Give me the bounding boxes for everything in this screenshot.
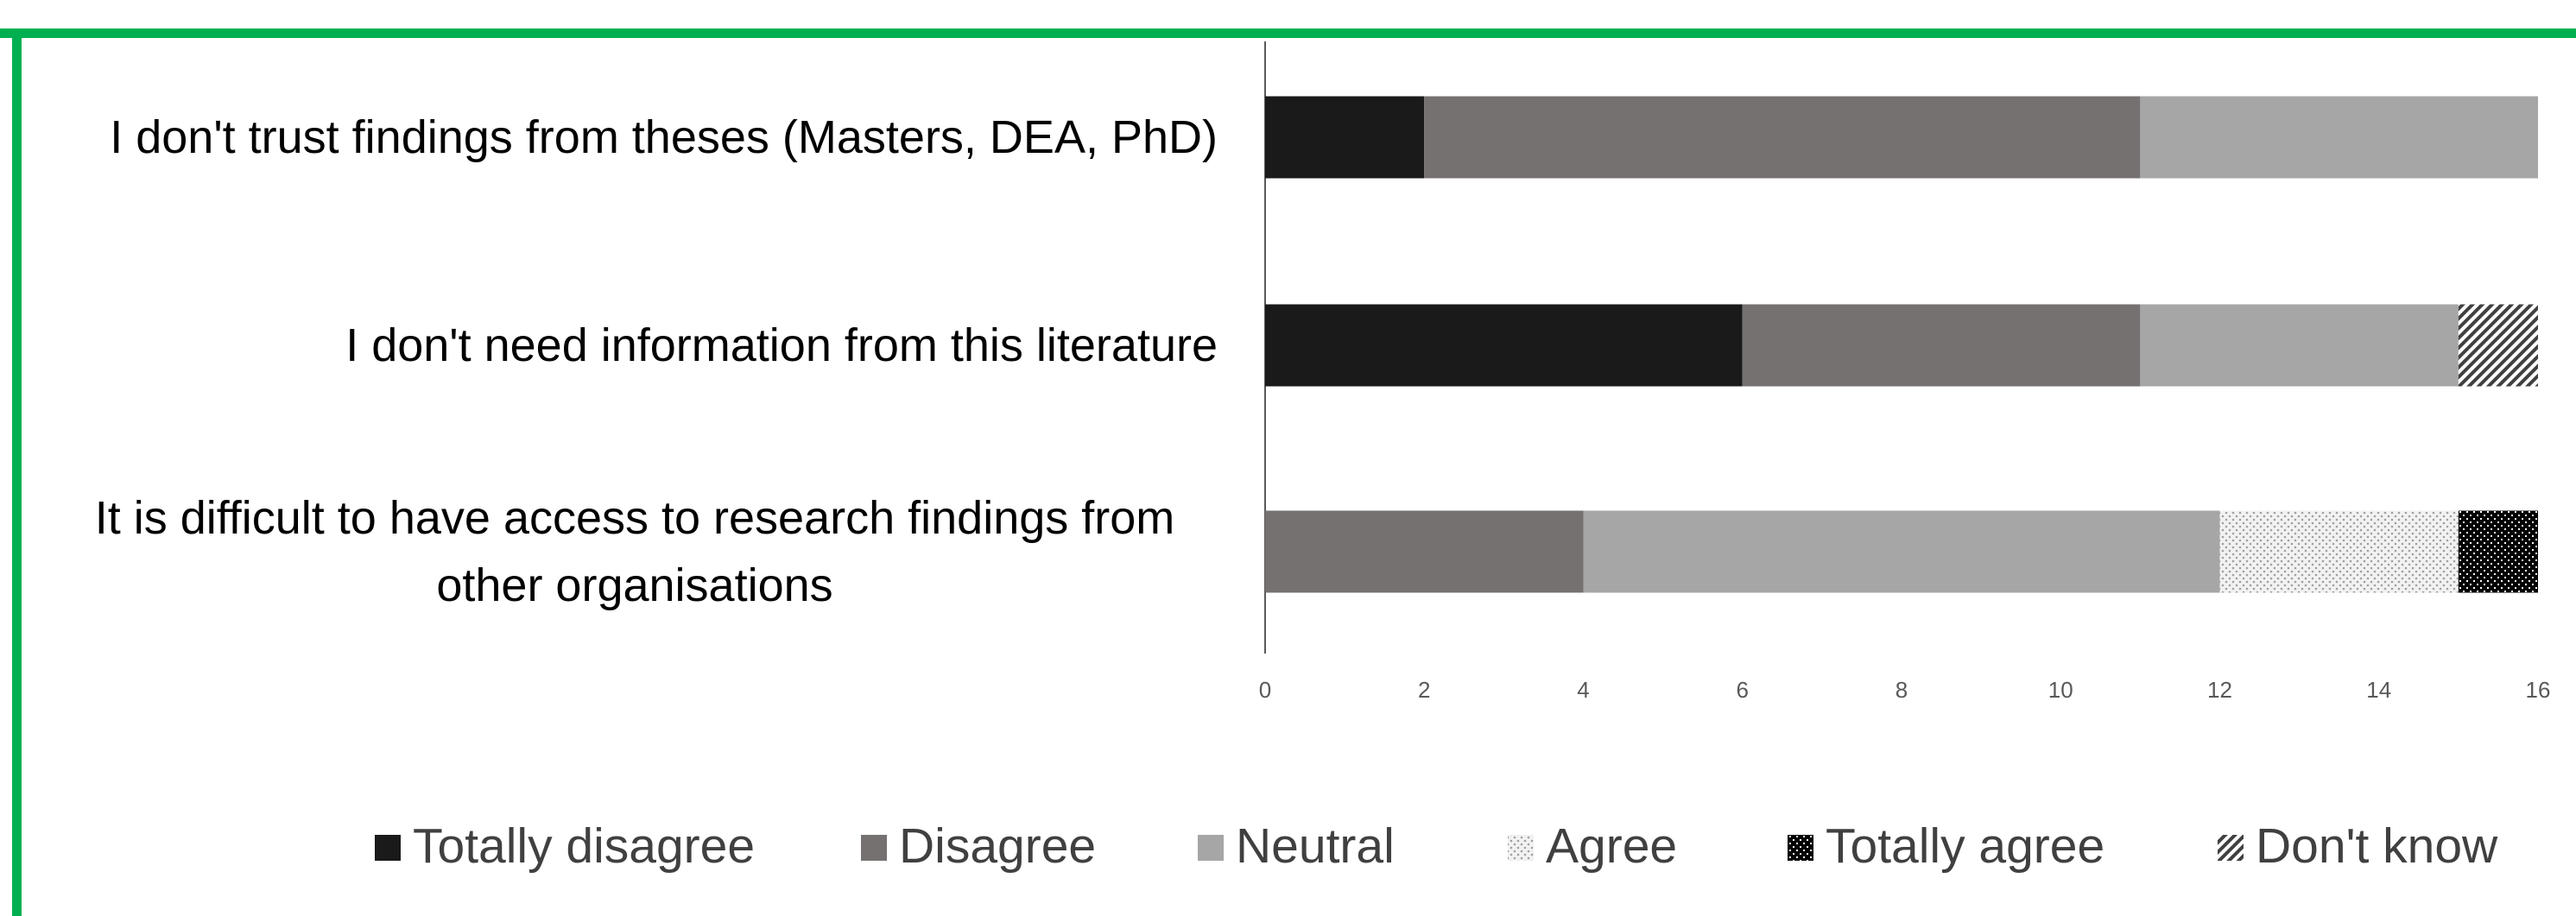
x-tick-label: 8 [1896,677,1908,703]
x-tick-label: 2 [1418,677,1430,703]
x-tick-label: 6 [1737,677,1749,703]
category-text: I don't trust findings from theses (Mast… [110,111,1218,163]
bar-segment [1265,510,1584,593]
category-text: I don't need information from this liter… [345,319,1218,371]
legend-label: Neutral [1236,818,1395,874]
bar-segment [2458,304,2538,387]
legend-label: Agree [1546,818,1677,874]
bar-segment [1742,304,2141,387]
category-label: It is difficult to have access to resear… [52,457,1218,647]
x-tick-label: 10 [2048,677,2073,703]
frame-left [12,28,22,916]
x-tick-label: 14 [2366,677,2391,703]
category-label: I don't trust findings from theses (Mast… [52,42,1218,232]
legend-label: Totally disagree [413,818,755,874]
category-text: It is difficult to have access to resear… [94,492,1175,611]
x-tick-label: 12 [2207,677,2232,703]
legend-swatch [2218,835,2244,861]
legend-swatch [1198,835,1224,861]
category-label: I don't need information from this liter… [52,250,1218,440]
bar-segment [2458,510,2538,593]
bar-segment [2140,304,2459,387]
bar-segment [1265,304,1743,387]
frame-top [0,28,2576,38]
bar-segment [1265,96,1425,179]
legend-swatch [375,835,401,861]
bar-segment [1424,96,2141,179]
bar-segment [2219,510,2459,593]
x-tick-label: 16 [2526,677,2551,703]
bar-segment [1583,510,2220,593]
legend-swatch [1788,835,1813,861]
x-tick-label: 4 [1577,677,1589,703]
x-tick-label: 0 [1259,677,1271,703]
legend-label: Totally agree [1826,818,2104,874]
legend-swatch [861,835,887,861]
bar-segment [2140,96,2538,179]
legend-label: Don't know [2256,818,2498,874]
legend-label: Disagree [899,818,1096,874]
legend-swatch [1508,835,1534,861]
